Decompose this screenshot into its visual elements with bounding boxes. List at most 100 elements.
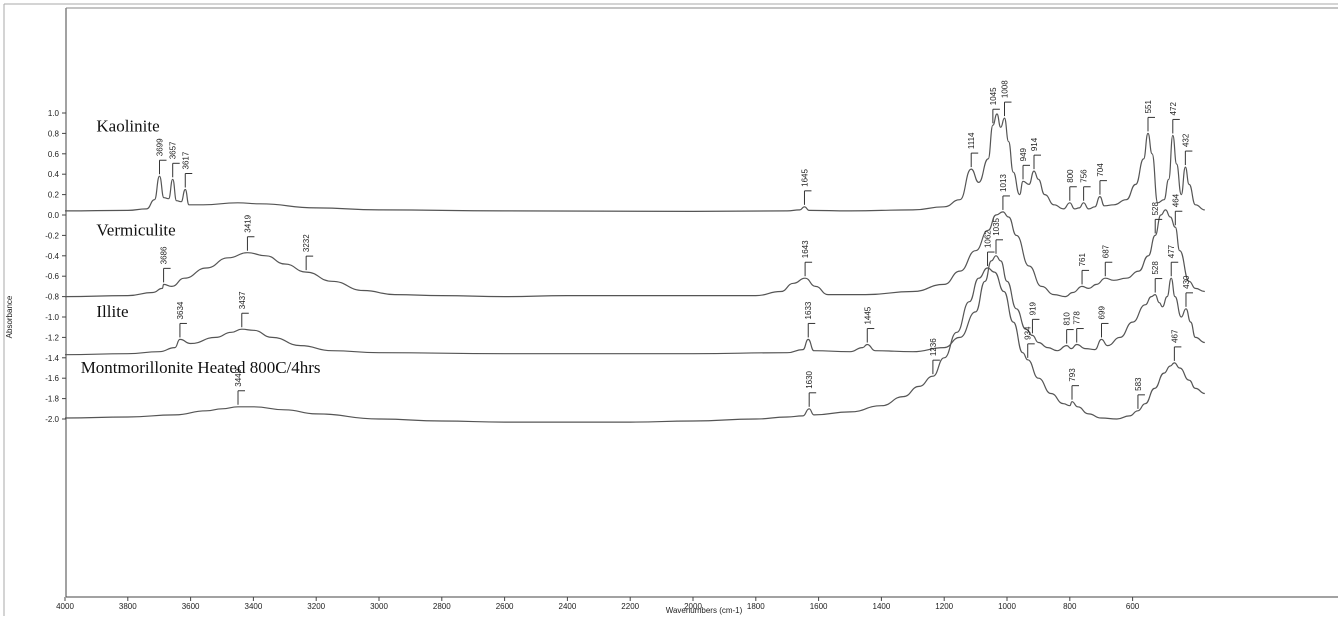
y-tick-label: 0.6 [48,150,60,159]
x-tick-label: 1400 [873,602,891,611]
peak-label: 1645 [800,168,812,205]
series-line [64,113,1205,213]
peak-value: 778 [1073,311,1082,325]
x-tick-label: 2200 [621,602,639,611]
peak-label: 778 [1073,311,1084,343]
peak-value: 761 [1078,253,1087,267]
x-axis-label: Wavenumbers (cm-1) [666,606,743,615]
peak-label: 528 [1151,202,1163,234]
peak-label: 1045 [989,87,1000,124]
peak-label: 528 [1151,261,1163,293]
series-line [64,255,1205,356]
peak-label: 1445 [863,306,875,343]
peak-value: 1645 [800,168,809,186]
peak-label: 3419 [243,214,255,251]
peak-value: 3699 [156,138,165,156]
y-tick-label: -0.4 [45,252,59,261]
peak-value: 3449 [234,368,243,386]
axis-ticks: 4000 3800 3600 3400 3200 3000 2800 2600 2400 2200… [45,109,1140,611]
peak-label: 472 [1169,102,1180,134]
series-labels: Kaolinite Vermiculite Illite Montmorillonit… [81,116,321,377]
peak-label: 583 [1134,377,1145,409]
x-tick-label: 2600 [496,602,514,611]
peak-label: 467 [1170,329,1182,361]
peak-label: 761 [1078,253,1090,285]
series-label: Illite [96,302,128,321]
y-tick-label: -0.2 [45,231,59,240]
x-tick-label: 3000 [370,602,388,611]
peak-value: 3634 [176,301,185,319]
peak-label: 687 [1101,244,1113,277]
peak-value: 699 [1098,306,1107,320]
peak-label: 699 [1098,306,1109,338]
peak-label: 949 [1019,147,1031,180]
peak-value: 914 [1030,137,1039,151]
x-tick-label: 1800 [747,602,765,611]
peak-value: 800 [1066,169,1075,183]
y-tick-label: 1.0 [48,109,60,118]
series-2 [64,209,1205,298]
x-tick-label: 4000 [56,602,74,611]
peak-label: 1630 [805,370,817,407]
peak-label: 3686 [160,246,171,283]
peak-label: 914 [1030,137,1042,170]
x-tick-label: 1600 [810,602,828,611]
series-label: Kaolinite [96,116,159,135]
peak-label: 800 [1066,169,1077,201]
peak-label: 1633 [804,301,816,338]
y-tick-label: -1.0 [45,313,59,322]
series-1 [64,113,1205,213]
peak-label: 3699 [156,138,167,175]
peak-label: 3617 [181,151,193,188]
peak-value: 756 [1080,169,1089,183]
peak-label: 934 [1024,326,1035,358]
peak-value: 793 [1068,368,1077,382]
y-tick-label: 0.8 [48,129,60,138]
peak-label: 1013 [999,174,1010,210]
peak-label: 3634 [176,301,187,338]
peak-value: 3686 [160,246,169,264]
x-tick-label: 2800 [433,602,451,611]
peak-value: 934 [1024,326,1033,340]
x-tick-label: 3600 [182,602,200,611]
peak-label: 464 [1171,193,1183,226]
peak-value: 3437 [238,291,247,309]
peak-label: 432 [1181,133,1193,166]
peak-value: 583 [1134,377,1143,391]
x-tick-label: 800 [1063,602,1077,611]
x-tick-label: 1000 [998,602,1016,611]
peak-value: 432 [1181,133,1190,147]
x-tick-label: 600 [1126,602,1140,611]
peak-value: 1236 [929,338,938,356]
peak-value: 1633 [804,301,813,319]
x-tick-label: 3200 [307,602,325,611]
series-line [64,209,1205,298]
series-label: Montmorillonite Heated 800C/4hrs [81,358,321,377]
peak-label: 704 [1096,163,1107,195]
peak-value: 1008 [1000,80,1009,98]
y-tick-label: -1.4 [45,354,59,363]
peak-value: 1643 [801,240,810,258]
peak-value: 1045 [989,87,998,105]
x-tick-label: 2400 [559,602,577,611]
y-tick-label: -0.6 [45,272,59,281]
y-tick-label: -2.0 [45,415,59,424]
peak-value: 551 [1144,100,1153,114]
peak-value: 810 [1063,312,1072,326]
peak-value: 1062 [984,230,993,248]
peak-value: 3657 [169,141,178,159]
y-tick-label: -0.8 [45,293,59,302]
peak-value: 430 [1182,275,1191,289]
peak-value: 1013 [999,174,1008,192]
peak-label: 810 [1063,312,1074,344]
peak-label: 3232 [302,234,314,271]
peak-value: 687 [1101,244,1110,258]
peak-value: 3232 [302,234,311,252]
peak-label: 551 [1144,100,1155,132]
series-4 [64,267,1205,423]
peak-value: 1114 [967,132,976,149]
series-layer [64,113,1205,423]
peak-value: 949 [1019,147,1028,161]
y-tick-label: 0.0 [48,211,60,220]
peak-value: 1630 [805,370,814,388]
